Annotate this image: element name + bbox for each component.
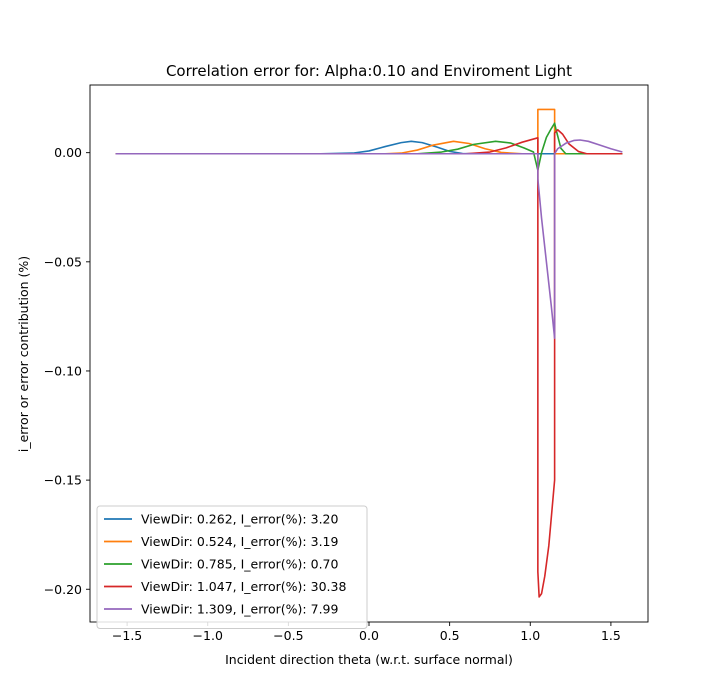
y-tick-label: 0.00 (54, 145, 82, 160)
legend-label-5: ViewDir: 1.309, I_error(%): 7.99 (141, 602, 338, 617)
x-axis-label: Incident direction theta (w.r.t. surface… (225, 652, 513, 667)
x-tick-label: 1.5 (601, 628, 621, 643)
x-tick-label: 0.0 (359, 628, 379, 643)
legend-label-3: ViewDir: 0.785, I_error(%): 0.70 (141, 557, 338, 572)
legend-label-2: ViewDir: 0.524, I_error(%): 3.19 (141, 534, 338, 549)
series-line-3 (115, 122, 623, 171)
y-axis-label: i_error or error contribution (%) (16, 256, 31, 452)
x-tick-label: −0.5 (273, 628, 303, 643)
x-tick-label: 1.0 (520, 628, 540, 643)
y-tick-label: −0.05 (44, 254, 82, 269)
series-line-4 (115, 128, 623, 598)
legend-box (96, 505, 368, 629)
x-tick-label: 0.5 (440, 628, 460, 643)
y-tick-label: −0.10 (44, 363, 82, 378)
legend-label-4: ViewDir: 1.047, I_error(%): 30.38 (141, 579, 346, 594)
x-tick-label: −1.5 (112, 628, 142, 643)
y-tick-label: −0.15 (44, 473, 82, 488)
series-line-5 (115, 139, 623, 340)
legend-label-1: ViewDir: 0.262, I_error(%): 3.20 (141, 512, 338, 527)
series-line-2 (115, 108, 623, 155)
y-tick-label: −0.20 (44, 582, 82, 597)
chart-title: Correlation error for: Alpha:0.10 and En… (166, 62, 572, 80)
legend: ViewDir: 0.262, I_error(%): 3.20 ViewDir:… (96, 505, 368, 629)
x-tick-label: −1.0 (193, 628, 223, 643)
plot-area: −1.5 −1.0 −0.5 0.0 0.5 1.0 1.5 0.00 −0.05 −0.10 −0… (44, 84, 649, 643)
